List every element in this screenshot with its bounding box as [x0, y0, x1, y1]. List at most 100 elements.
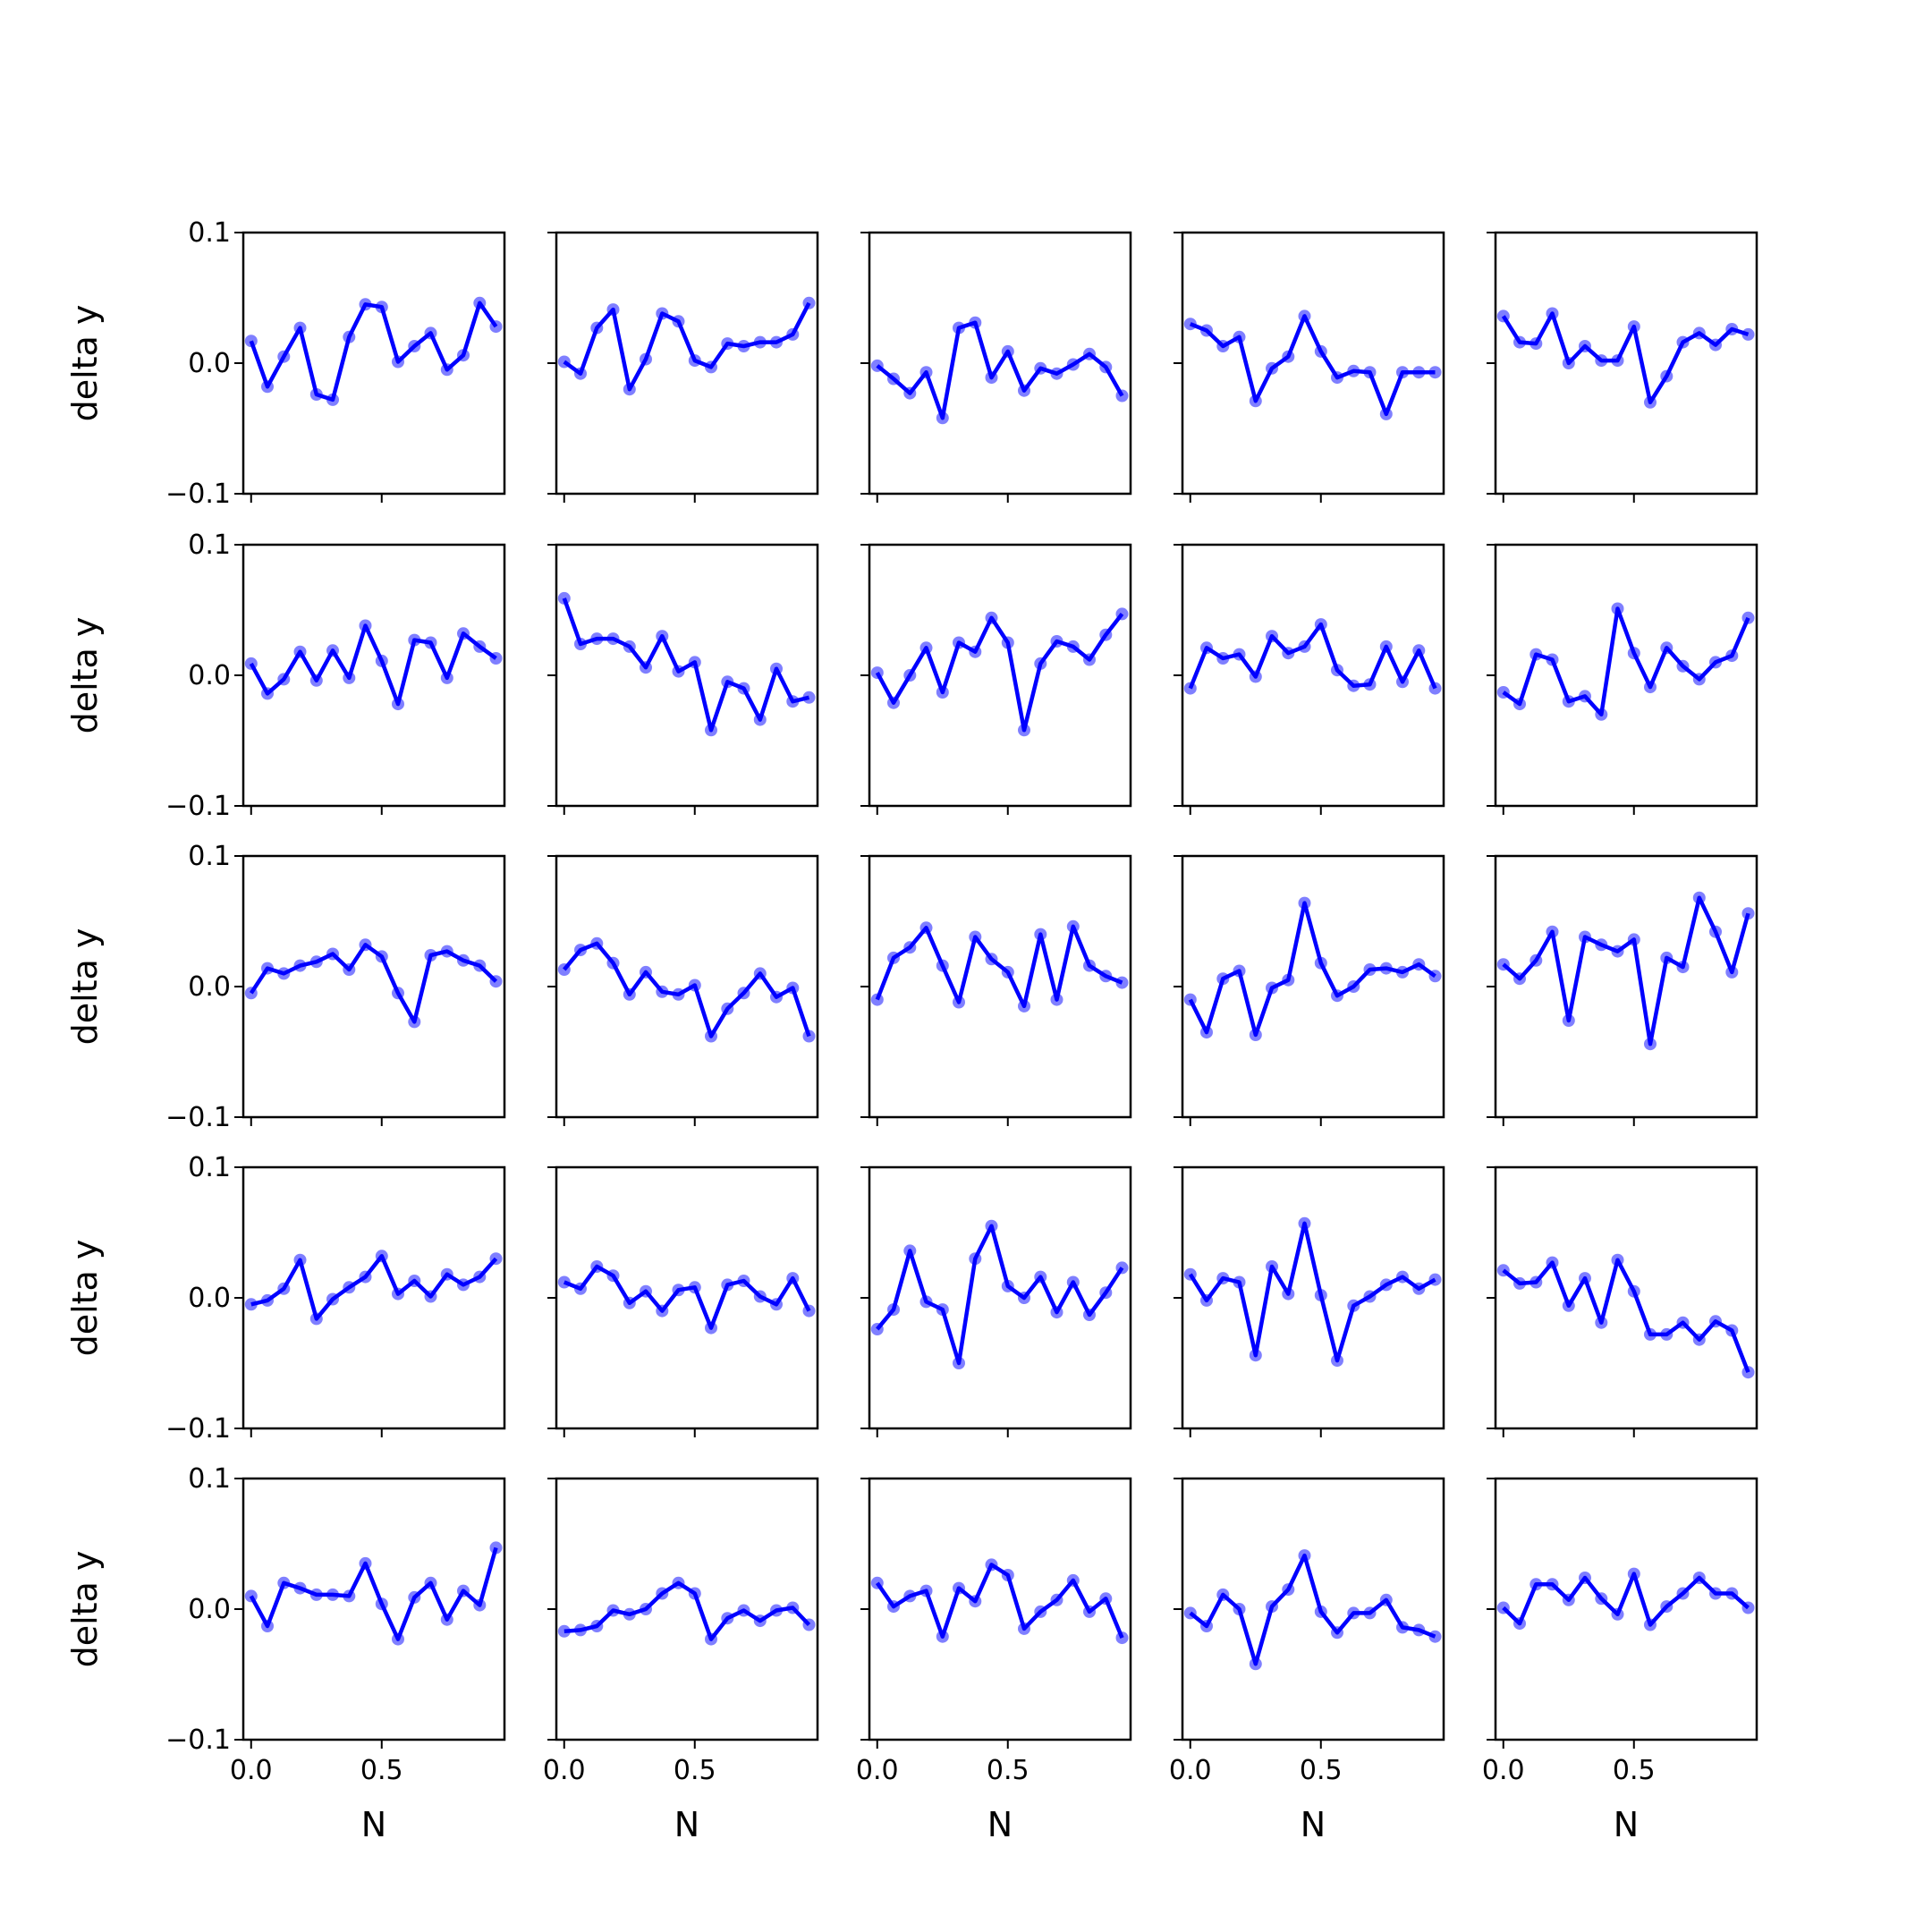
data-point — [1611, 1607, 1624, 1621]
data-point — [802, 1030, 816, 1043]
data-point — [1513, 1276, 1526, 1290]
subplot-r1-c1 — [547, 543, 819, 815]
data-point — [1314, 344, 1327, 358]
subplot-r0-c4 — [1487, 231, 1758, 503]
y-tick-label: 0.1 — [188, 530, 231, 561]
x-tick-label: 0.0 — [1482, 1755, 1525, 1786]
data-point — [1034, 361, 1047, 375]
data-point — [244, 1298, 258, 1311]
data-point — [1314, 618, 1327, 631]
data-point — [457, 1584, 470, 1597]
data-point — [1379, 407, 1393, 420]
data-point — [359, 1270, 372, 1284]
data-point — [1530, 953, 1543, 967]
data-point — [953, 1581, 965, 1595]
data-point — [1347, 679, 1360, 692]
data-point — [640, 1284, 652, 1298]
data-point — [1611, 602, 1624, 615]
data-point — [802, 1618, 816, 1631]
data-point — [326, 1292, 339, 1306]
data-point — [574, 944, 587, 957]
subplot-r3-c1 — [547, 1165, 819, 1437]
data-point — [606, 632, 620, 646]
data-point — [672, 665, 685, 678]
data-point — [887, 951, 900, 964]
data-point — [1001, 1279, 1014, 1292]
data-point — [672, 1284, 685, 1297]
data-point — [293, 645, 307, 658]
series-line — [1502, 606, 1750, 717]
data-point — [1099, 1592, 1113, 1606]
data-point — [1200, 324, 1213, 337]
axes-frame — [1181, 1477, 1445, 1741]
data-point — [919, 1295, 933, 1309]
data-point — [574, 638, 587, 650]
data-point — [1363, 1290, 1377, 1303]
data-point — [261, 1293, 274, 1307]
subplot-r0-c3 — [1174, 231, 1445, 503]
data-point — [424, 636, 437, 649]
data-point — [688, 1587, 701, 1600]
data-point — [969, 645, 982, 658]
x-tick-label: 0.0 — [543, 1755, 586, 1786]
data-point — [753, 713, 767, 726]
data-point — [1282, 1583, 1295, 1597]
data-point — [440, 363, 453, 377]
data-point — [1676, 335, 1690, 349]
data-point — [359, 1556, 372, 1570]
data-point — [1513, 972, 1526, 986]
data-point — [623, 383, 636, 396]
data-point — [1331, 1626, 1343, 1640]
data-point — [721, 1278, 734, 1292]
data-point — [870, 1323, 884, 1335]
data-point — [1018, 1622, 1030, 1635]
data-point — [1200, 641, 1213, 655]
data-point — [343, 671, 356, 684]
subplot-r0-c2 — [860, 231, 1132, 503]
data-point — [1546, 1256, 1559, 1269]
data-point — [309, 1588, 323, 1601]
axes-frame — [1494, 854, 1758, 1119]
data-point — [1692, 673, 1706, 686]
data-point — [1216, 340, 1230, 352]
data-point — [1644, 395, 1657, 409]
data-point — [919, 921, 933, 935]
data-point — [343, 1589, 356, 1603]
y-axis-label: delta y — [65, 617, 105, 734]
data-point — [1627, 1284, 1640, 1298]
data-point — [408, 340, 421, 352]
data-point — [1034, 1605, 1047, 1618]
data-point — [1050, 1593, 1063, 1606]
data-point — [1725, 649, 1739, 663]
data-point — [1282, 350, 1295, 363]
data-point — [640, 965, 652, 979]
data-point — [1083, 1309, 1096, 1321]
data-point — [1363, 366, 1377, 379]
data-point — [1115, 389, 1129, 402]
data-point — [1725, 1587, 1739, 1600]
data-point — [802, 1304, 816, 1318]
data-point — [985, 953, 998, 966]
data-point — [672, 315, 685, 328]
data-point — [375, 654, 388, 667]
data-point — [887, 372, 900, 386]
data-point — [1428, 1630, 1442, 1643]
data-point — [985, 1219, 998, 1233]
subplot-r4-c3: 0.0 0.5 N — [1169, 1477, 1445, 1844]
data-point — [1379, 640, 1393, 653]
y-tick-label: 0.0 — [188, 971, 231, 1003]
data-point — [1725, 965, 1739, 979]
data-point — [1676, 1316, 1690, 1329]
data-point — [1579, 690, 1591, 703]
data-point — [640, 1603, 652, 1615]
data-point — [244, 1589, 258, 1603]
data-point — [375, 301, 388, 314]
series-line — [563, 301, 811, 392]
data-point — [623, 1296, 636, 1309]
data-point — [919, 641, 933, 655]
data-point — [1579, 1572, 1591, 1584]
subplot-r4-c1: 0.0 0.5 N — [543, 1477, 819, 1844]
data-point — [1412, 644, 1426, 657]
axes-frame — [1494, 1165, 1758, 1430]
